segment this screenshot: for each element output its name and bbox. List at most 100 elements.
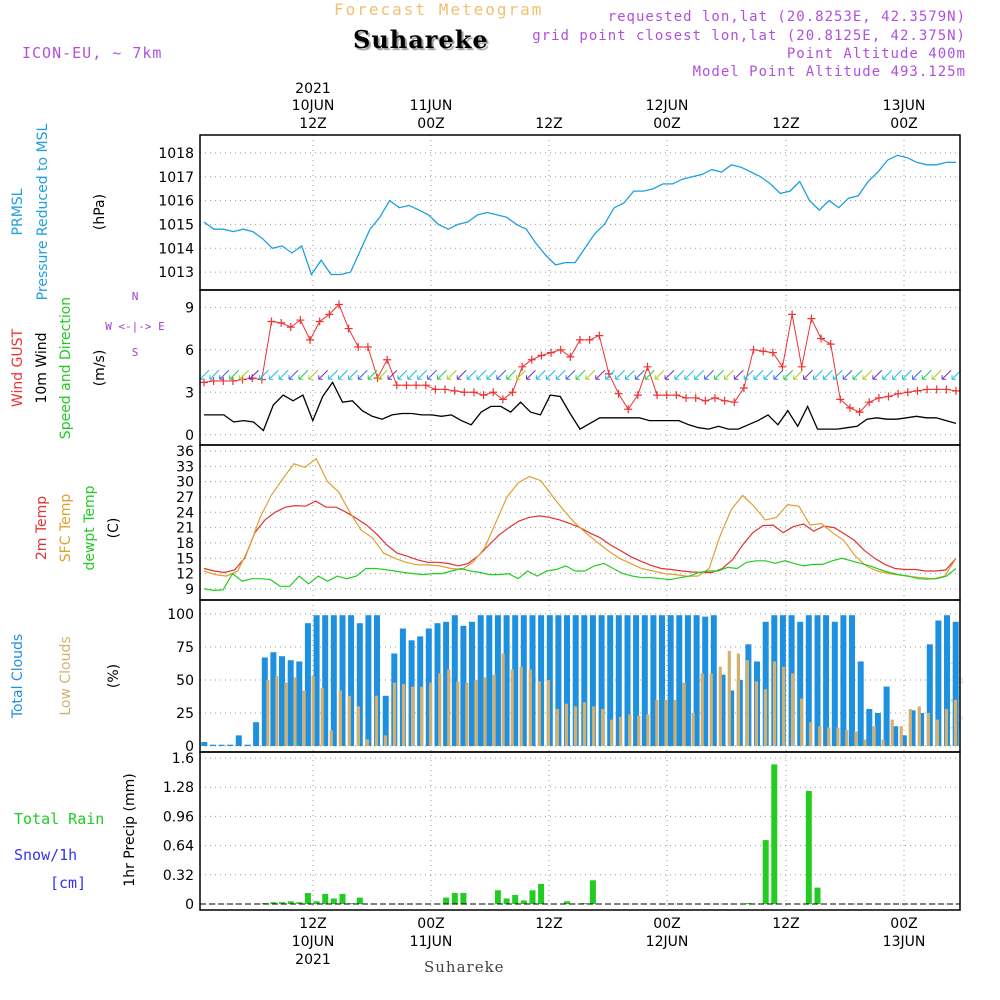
low-clouds-bar	[592, 706, 596, 746]
gust-marker	[344, 324, 353, 333]
total-clouds-bar	[348, 615, 355, 746]
gust-marker	[614, 389, 623, 398]
low-clouds-bar	[429, 682, 433, 746]
rain-bar	[762, 840, 769, 904]
total-clouds-bar	[451, 615, 458, 746]
wind-direction-arrow	[258, 369, 269, 380]
low-clouds-bar	[284, 682, 288, 746]
total-clouds-bar	[857, 661, 864, 746]
top-tick-year: 2021	[295, 81, 331, 97]
low-clouds-bar	[772, 661, 777, 746]
total-clouds-bar	[279, 656, 285, 746]
low-clouds-bar	[926, 713, 930, 746]
total-clouds-bar	[944, 615, 950, 746]
wind-direction-arrow	[367, 369, 378, 380]
total-clouds-bar	[494, 615, 501, 746]
gust-marker	[682, 393, 691, 402]
rain-bar	[296, 902, 303, 904]
gust-marker	[720, 396, 729, 405]
total-clouds-bar	[209, 744, 216, 746]
gust-marker	[228, 376, 237, 385]
wind-direction-arrow	[516, 369, 526, 380]
grid-point-coords: grid point closest lon,lat (20.8125E, 42…	[532, 28, 966, 44]
wind-direction-arrow	[911, 369, 922, 380]
y-tick-label: 12	[176, 567, 194, 583]
gust-marker	[383, 355, 392, 364]
bottom-tick-hour: 12Z	[535, 916, 562, 932]
y-tick-label: 1016	[158, 194, 194, 210]
gust-marker	[556, 345, 565, 354]
total-clouds-bar	[356, 623, 363, 746]
rain-bar	[529, 890, 536, 904]
rain-bar	[494, 890, 501, 904]
wind-direction-arrow	[842, 369, 853, 380]
total-clouds-bar	[900, 735, 907, 746]
gust-marker	[209, 376, 218, 385]
low-clouds-bar	[356, 706, 360, 746]
low-clouds-bar	[601, 709, 605, 746]
total-clouds-bar	[805, 615, 812, 746]
y-tick-label: 21	[176, 521, 194, 537]
low-clouds-bar	[845, 730, 849, 746]
y-tick-label: 75	[176, 640, 194, 656]
wind-direction-arrow	[872, 369, 883, 380]
gust-marker	[431, 385, 440, 394]
total-clouds-bar	[676, 615, 683, 746]
wind-direction-arrow	[199, 369, 210, 380]
wind-direction-arrow	[387, 369, 398, 380]
gust-marker	[566, 352, 575, 361]
total-clouds-bar	[684, 615, 691, 746]
rain-bar	[771, 764, 778, 904]
panel-frame	[199, 444, 961, 601]
location-title: Suhareke	[353, 25, 489, 54]
total-clouds-bar	[728, 690, 735, 746]
gust-marker	[498, 395, 507, 404]
low-clouds-bar	[528, 669, 532, 746]
low-clouds-bar	[700, 673, 704, 746]
wind-direction-arrow	[456, 369, 467, 380]
gust-marker	[662, 391, 671, 400]
low-clouds-bar	[709, 673, 713, 746]
low-clouds-bar	[465, 682, 469, 746]
top-tick-date: 13JUN	[883, 98, 926, 114]
wind-direction-arrow	[743, 369, 754, 380]
total-clouds-bar	[564, 615, 570, 746]
panel-frame	[199, 134, 961, 291]
wind-direction-arrow	[822, 369, 833, 380]
clouds-units: (%)	[106, 664, 122, 688]
wind-direction-arrow	[555, 369, 566, 380]
low-clouds-bar	[655, 699, 659, 746]
total-clouds-bar	[909, 710, 916, 746]
total-clouds-bar	[624, 615, 631, 746]
low-clouds-bar	[872, 726, 876, 746]
y-tick-label: 100	[167, 607, 194, 623]
wind-direction-arrow	[615, 369, 625, 380]
wind-direction-arrow	[812, 369, 823, 380]
wind-direction-arrow	[723, 369, 734, 380]
rain-bar	[589, 880, 596, 904]
total-clouds-bar	[218, 744, 225, 746]
wind-direction-arrow	[902, 369, 912, 380]
wind-direction-arrow	[595, 369, 606, 380]
low-clouds-bar	[582, 702, 587, 746]
total-clouds-bar	[313, 615, 320, 746]
low-clouds-bar	[501, 653, 505, 746]
y-tick-label: 25	[176, 706, 194, 722]
total-clouds-bar	[935, 620, 942, 746]
gust-marker	[778, 362, 787, 371]
total-clouds-bar	[477, 615, 484, 746]
rain-bar	[313, 901, 320, 904]
low-clouds-bar	[809, 722, 813, 746]
total-clouds-bar	[201, 742, 208, 746]
sfc-temp-label: SFC Temp	[58, 494, 74, 563]
low-clouds-bar	[402, 683, 406, 746]
total-clouds-bar	[270, 652, 277, 746]
bottom-tick-date: 10JUN	[292, 934, 335, 950]
top-tick-hour: 12Z	[772, 116, 799, 132]
wind-direction-arrow	[565, 369, 576, 380]
low-clouds-bar	[320, 687, 324, 746]
pressure-units: (hPa)	[92, 194, 108, 230]
y-tick-label: 33	[176, 459, 194, 475]
wind-direction-arrow	[545, 369, 556, 380]
gust-marker	[402, 381, 411, 390]
